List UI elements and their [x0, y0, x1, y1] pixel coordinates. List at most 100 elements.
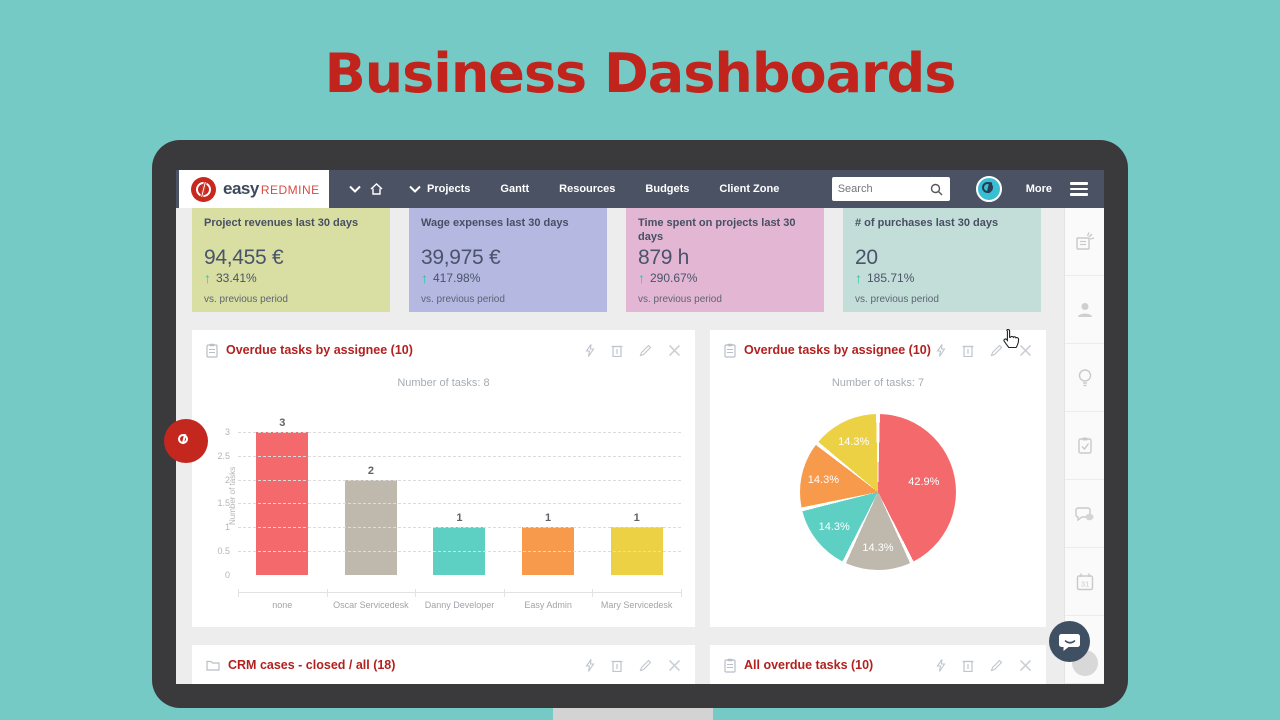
- brand-redmine: REDMINE: [260, 183, 320, 197]
- panel-overdue-pie: Overdue tasks by assignee (10) Number of…: [710, 330, 1046, 627]
- pie-chart: [800, 414, 956, 570]
- panel-crm-cases: CRM cases - closed / all (18): [192, 645, 695, 684]
- easy-redmine-logo-icon: [191, 176, 216, 202]
- floating-brand-button[interactable]: [164, 419, 208, 463]
- chart-subtitle: Number of tasks: 8: [397, 377, 490, 389]
- kpi-change: 185.71%: [867, 271, 915, 285]
- device-frame: easy REDMINE Projects Gantt Resources Bud…: [152, 140, 1128, 708]
- search-icon[interactable]: [930, 183, 943, 196]
- close-icon[interactable]: [668, 659, 681, 672]
- kpi-value: 94,455 €: [204, 246, 284, 269]
- close-icon[interactable]: [668, 344, 681, 357]
- panel-title: CRM cases - closed / all (18): [228, 658, 396, 672]
- edit-icon[interactable]: [990, 659, 1003, 672]
- kpi-value: 39,975 €: [421, 246, 501, 269]
- kpi-card-purchases: # of purchases last 30 days 20 ↑ 185.71% …: [843, 208, 1041, 312]
- kpi-change: 290.67%: [650, 271, 698, 285]
- menu-icon[interactable]: [1070, 182, 1088, 196]
- sidebar-item-calendar[interactable]: 31: [1065, 548, 1104, 616]
- kpi-title: Project revenues last 30 days: [204, 217, 359, 229]
- user-avatar[interactable]: [975, 176, 1002, 202]
- dashboard-content: Project revenues last 30 days 94,455 € ↑…: [176, 208, 1064, 684]
- edit-icon[interactable]: [639, 659, 652, 672]
- trend-up-icon: ↑: [421, 270, 428, 286]
- brand-easy: easy: [223, 179, 259, 198]
- clipboard-icon: [724, 658, 736, 673]
- kpi-caption: vs. previous period: [855, 294, 939, 305]
- kpi-value: 879 h: [638, 246, 690, 269]
- kpi-title: Wage expenses last 30 days: [421, 217, 569, 229]
- bar-easy-admin: 1: [504, 512, 593, 575]
- sidebar-item-hidden[interactable]: [1065, 616, 1104, 684]
- sidebar-item-chat[interactable]: [1065, 480, 1104, 548]
- pie-slice-label: 42.9%: [908, 475, 940, 488]
- panel-title: Overdue tasks by assignee (10): [226, 343, 413, 357]
- user-icon: [1077, 302, 1092, 317]
- trash-icon[interactable]: [962, 659, 974, 672]
- right-toolbar: 31: [1064, 208, 1104, 684]
- trash-icon[interactable]: [962, 344, 974, 357]
- top-navbar: easy REDMINE Projects Gantt Resources Bud…: [176, 170, 1104, 208]
- kpi-change: 417.98%: [433, 271, 481, 285]
- chart-subtitle: Number of tasks: 7: [831, 377, 925, 389]
- bar-danny-developer: 1: [415, 512, 504, 575]
- kpi-title: # of purchases last 30 days: [855, 217, 999, 229]
- clipboard-icon: [206, 343, 218, 358]
- flash-icon[interactable]: [585, 343, 595, 357]
- chat-bubble-icon: [1058, 633, 1080, 651]
- flash-icon[interactable]: [936, 343, 946, 357]
- panel-all-overdue: All overdue tasks (10): [710, 645, 1046, 684]
- trend-up-icon: ↑: [204, 270, 211, 286]
- sidebar-item-tasks[interactable]: [1065, 412, 1104, 480]
- trash-icon[interactable]: [611, 659, 623, 672]
- close-icon[interactable]: [1019, 659, 1032, 672]
- mouse-cursor: [1003, 328, 1020, 349]
- nav-item-resources[interactable]: Resources: [559, 183, 616, 195]
- panel-title: All overdue tasks (10): [744, 658, 874, 672]
- kpi-value: 20: [855, 246, 878, 269]
- kpi-caption: vs. previous period: [638, 294, 722, 305]
- bar-mary-servicedesk: 1: [592, 512, 681, 575]
- brand-logo[interactable]: easy REDMINE: [179, 170, 329, 208]
- chevron-down-icon[interactable]: [349, 185, 361, 193]
- news-icon: [1075, 231, 1094, 250]
- panel-title: Overdue tasks by assignee (10): [744, 343, 931, 357]
- home-icon[interactable]: [370, 183, 383, 195]
- kpi-card-project-revenues: Project revenues last 30 days 94,455 € ↑…: [192, 208, 390, 312]
- kpi-caption: vs. previous period: [204, 294, 288, 305]
- flash-icon[interactable]: [936, 658, 946, 672]
- chat-bubbles-icon: [1074, 506, 1093, 521]
- close-icon[interactable]: [1019, 344, 1032, 357]
- folder-icon: [206, 660, 220, 671]
- pie-slice-label: 14.3%: [862, 542, 894, 554]
- dashboard-screen: easy REDMINE Projects Gantt Resources Bud…: [176, 170, 1104, 684]
- kpi-caption: vs. previous period: [421, 294, 505, 305]
- pie-slice-label: 14.3%: [807, 473, 839, 486]
- search-input[interactable]: [837, 183, 930, 195]
- y-axis-label: Number of tasks: [228, 466, 237, 526]
- nav-item-budgets[interactable]: Budgets: [645, 183, 690, 195]
- sidebar-item-users[interactable]: [1065, 276, 1104, 344]
- live-chat-button[interactable]: [1049, 621, 1090, 662]
- chevron-down-icon: [409, 185, 421, 193]
- nav-item-gantt[interactable]: Gantt: [500, 183, 530, 195]
- edit-icon[interactable]: [990, 344, 1003, 357]
- panel-overdue-bar: Overdue tasks by assignee (10) Number of…: [192, 330, 695, 627]
- sidebar-item-ideas[interactable]: [1065, 344, 1104, 412]
- device-stand: [553, 708, 713, 720]
- trend-up-icon: ↑: [638, 270, 645, 286]
- clipboard-check-icon: [1077, 437, 1092, 454]
- trash-icon[interactable]: [611, 344, 623, 357]
- edit-icon[interactable]: [639, 344, 652, 357]
- search-box: [831, 177, 950, 201]
- nav-item-more[interactable]: More: [1025, 183, 1052, 195]
- flash-icon[interactable]: [585, 658, 595, 672]
- sidebar-item-news[interactable]: [1065, 208, 1104, 276]
- nav-item-projects[interactable]: Projects: [409, 183, 470, 195]
- kpi-card-time-spent: Time spent on projects last 30 days 879 …: [626, 208, 824, 312]
- trend-up-icon: ↑: [855, 270, 862, 286]
- clipboard-icon: [724, 343, 736, 358]
- calendar-icon: 31: [1076, 573, 1093, 590]
- nav-item-client-zone[interactable]: Client Zone: [719, 183, 780, 195]
